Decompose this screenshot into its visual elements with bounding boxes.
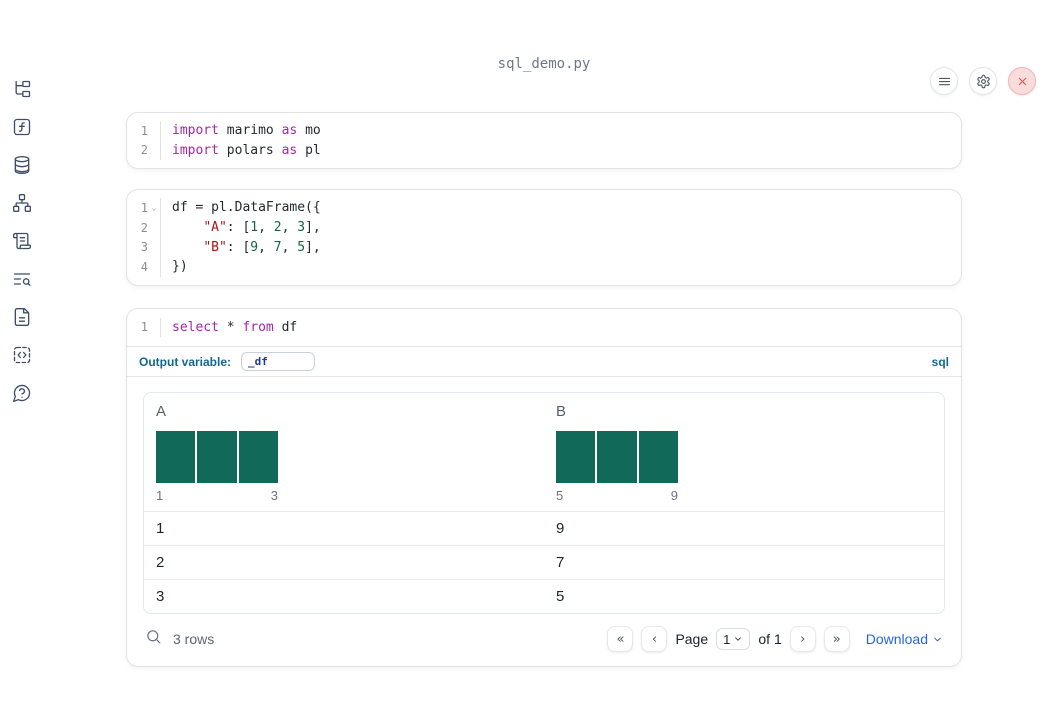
snippets-icon[interactable]: [11, 344, 33, 366]
code-editor[interactable]: 1 ⌄ df = pl.DataFrame({2 "A": [1, 2, 3], 3 …: [127, 190, 961, 284]
output-variable-input[interactable]: [241, 352, 316, 372]
gear-icon: [976, 74, 990, 88]
code-line: 2 import polars as pl: [127, 140, 961, 161]
column-name: A: [156, 403, 167, 421]
code-text: select * from df: [172, 319, 298, 335]
sql-cell: 1 select * from df Output variable: sql A…: [126, 307, 962, 668]
code-line: 2 "A": [1, 2, 3],: [127, 217, 961, 238]
code-text: "B": [9, 7, 5],: [203, 239, 321, 255]
chevron-down-icon: [735, 637, 742, 641]
histogram-bar[interactable]: [156, 431, 196, 484]
last-page-button[interactable]: »: [823, 626, 850, 653]
histogram-bar[interactable]: [197, 431, 237, 484]
code-line: 1 import marimo as mo: [127, 121, 961, 141]
code-text: import polars as pl: [172, 142, 321, 158]
logs-icon[interactable]: [11, 268, 33, 290]
page-select-value: 1: [723, 631, 731, 647]
window-controls: [930, 67, 1036, 95]
code-line: 4}): [127, 256, 961, 277]
scratchpad-icon[interactable]: [11, 230, 33, 252]
download-label: Download: [865, 631, 928, 648]
sql-editor[interactable]: 1 select * from df: [127, 309, 961, 348]
settings-button[interactable]: [969, 67, 997, 95]
fold-chevron-icon[interactable]: ⌄: [151, 203, 157, 213]
file-explorer-icon[interactable]: [11, 78, 33, 100]
close-button[interactable]: [1008, 67, 1036, 95]
code-editor[interactable]: 1 import marimo as mo 2 import polars as pl: [127, 113, 961, 168]
page-label: Page: [675, 631, 709, 648]
code-cell-dataframe[interactable]: 1 ⌄ df = pl.DataFrame({2 "A": [1, 2, 3], 3 …: [126, 189, 962, 286]
histogram-bars: [556, 431, 678, 484]
menu-icon: [938, 77, 950, 85]
line-number: 3: [127, 237, 161, 257]
column-name: B: [556, 403, 567, 421]
menu-button[interactable]: [930, 67, 958, 95]
histogram-bar[interactable]: [638, 431, 678, 484]
line-number: 1 ⌄: [127, 198, 161, 218]
code-line: 1 select * from df: [127, 317, 961, 338]
code-text: "A": [1, 2, 3],: [203, 220, 321, 236]
code-cell-imports[interactable]: 1 import marimo as mo 2 import polars as pl: [126, 112, 962, 170]
table-footer: 3 rows « ‹ Page 1 of 1 › » Download: [143, 626, 945, 653]
table-cell: 1: [156, 520, 165, 538]
search-icon[interactable]: [145, 628, 162, 650]
chevron-down-icon: [934, 637, 941, 641]
line-number: 4: [127, 256, 161, 277]
table-cell: 7: [556, 554, 565, 572]
histogram-bars: [156, 431, 278, 484]
table-cell: 2: [156, 554, 165, 572]
next-page-button[interactable]: ›: [789, 626, 816, 653]
line-number: 1: [127, 121, 161, 141]
code-text: import marimo as mo: [172, 123, 321, 139]
help-icon[interactable]: [11, 382, 33, 404]
page-select[interactable]: 1: [716, 628, 751, 651]
histogram-bar[interactable]: [238, 431, 278, 484]
page-title: sql_demo.py: [497, 56, 591, 72]
output-variable-label: Output variable:: [139, 354, 232, 369]
sidebar: [0, 56, 44, 713]
page-of-label: of 1: [758, 631, 782, 648]
documentation-icon[interactable]: [11, 306, 33, 328]
table-cell: 3: [156, 588, 165, 606]
output-variable-bar: Output variable: sql: [127, 347, 961, 378]
dependencies-icon[interactable]: [11, 192, 33, 214]
variables-icon[interactable]: [11, 116, 33, 138]
notebook: sql_demo.py 1 import marimo as mo 2 import …: [126, 56, 962, 668]
histogram-bar[interactable]: [556, 431, 596, 484]
line-number: 2: [127, 217, 161, 238]
language-badge: sql: [931, 354, 949, 369]
close-icon: [1018, 77, 1026, 85]
first-page-button[interactable]: «: [607, 626, 634, 653]
prev-page-button[interactable]: ‹: [641, 626, 668, 653]
code-text: }): [172, 259, 188, 275]
line-number: 1: [127, 317, 161, 338]
table-cell: 9: [556, 520, 565, 538]
code-line: 3 "B": [9, 7, 5],: [127, 237, 961, 257]
line-number: 2: [127, 140, 161, 161]
download-button[interactable]: Download: [866, 631, 943, 647]
code-text: df = pl.DataFrame({: [172, 200, 321, 216]
table-cell: 5: [556, 588, 565, 606]
data-sources-icon[interactable]: [11, 154, 33, 176]
code-line: 1 ⌄ df = pl.DataFrame({: [127, 198, 961, 218]
histogram-bar[interactable]: [597, 431, 637, 484]
row-count: 3 rows: [173, 631, 215, 648]
